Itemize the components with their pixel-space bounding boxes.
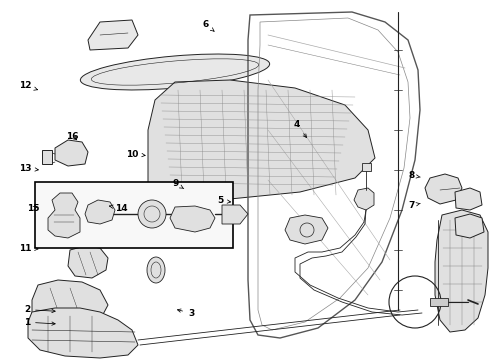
- Polygon shape: [48, 193, 80, 238]
- Text: 14: 14: [109, 204, 128, 212]
- Text: 1: 1: [24, 318, 55, 327]
- Text: 15: 15: [27, 204, 40, 212]
- Text: 5: 5: [218, 197, 231, 206]
- Bar: [42, 150, 52, 164]
- Polygon shape: [455, 188, 482, 210]
- Polygon shape: [68, 246, 108, 278]
- Text: 16: 16: [66, 132, 79, 141]
- Text: 6: 6: [203, 20, 214, 31]
- Polygon shape: [435, 210, 488, 332]
- Circle shape: [138, 200, 166, 228]
- Text: 4: 4: [293, 120, 307, 138]
- Ellipse shape: [80, 54, 270, 90]
- Text: 7: 7: [408, 201, 420, 210]
- Text: 11: 11: [19, 244, 38, 253]
- Text: 12: 12: [19, 81, 38, 90]
- Polygon shape: [55, 140, 88, 166]
- Text: 2: 2: [24, 305, 55, 314]
- Text: 3: 3: [177, 309, 194, 318]
- Polygon shape: [32, 280, 108, 328]
- Bar: [35, 182, 233, 248]
- Polygon shape: [285, 215, 328, 244]
- Polygon shape: [88, 20, 138, 50]
- Bar: [430, 298, 448, 306]
- Polygon shape: [85, 200, 115, 224]
- Text: 10: 10: [126, 150, 145, 158]
- Polygon shape: [28, 308, 138, 358]
- Text: 13: 13: [19, 164, 38, 173]
- Polygon shape: [425, 174, 462, 204]
- Polygon shape: [455, 214, 484, 238]
- Polygon shape: [222, 205, 248, 224]
- Polygon shape: [148, 80, 375, 200]
- Text: 9: 9: [172, 179, 184, 189]
- Polygon shape: [354, 188, 374, 210]
- Bar: [362, 163, 371, 171]
- Text: 8: 8: [409, 171, 420, 180]
- Ellipse shape: [147, 257, 165, 283]
- Polygon shape: [170, 206, 215, 232]
